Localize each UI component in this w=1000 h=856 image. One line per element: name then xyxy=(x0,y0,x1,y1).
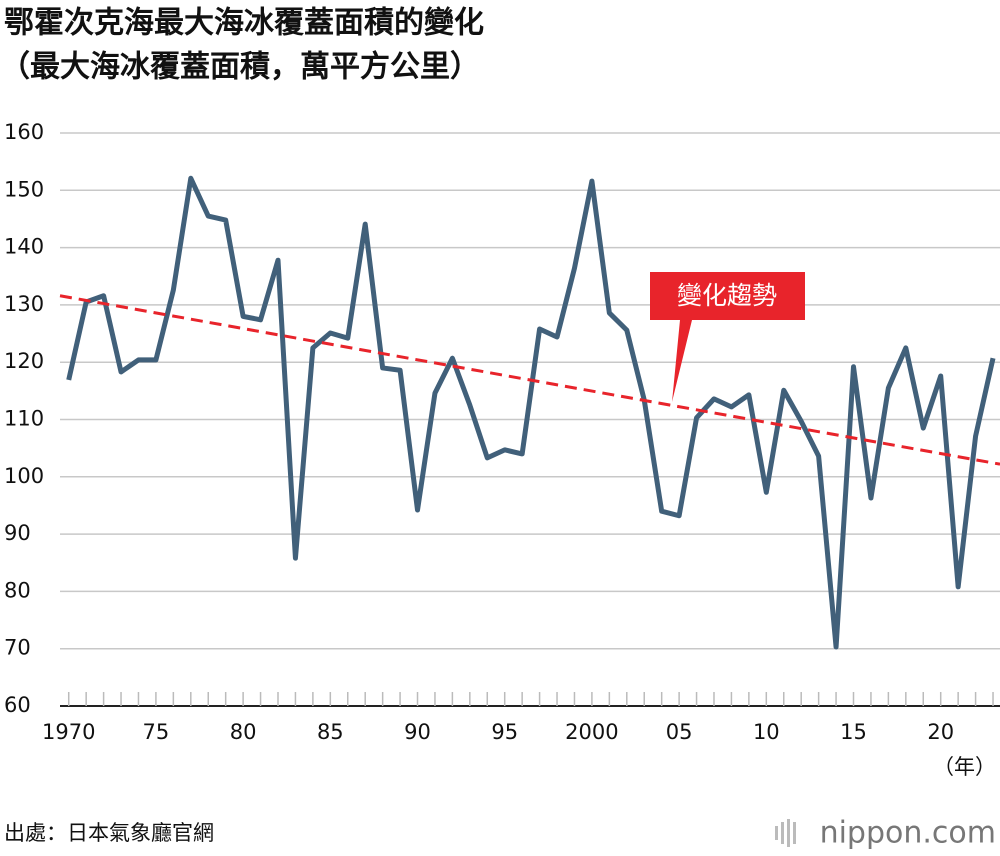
y-tick-label: 150 xyxy=(4,177,44,201)
logo-icon xyxy=(775,819,796,847)
x-tick-label: 1970 xyxy=(42,720,95,744)
y-tick-label: 160 xyxy=(4,120,44,144)
logo: nippon.com xyxy=(820,816,996,851)
y-tick-label: 130 xyxy=(4,292,44,316)
y-tick-label: 60 xyxy=(4,693,31,717)
chart-subtitle: （最大海冰覆蓋面積，萬平方公里） xyxy=(0,50,480,85)
y-tick-label: 110 xyxy=(4,407,44,431)
x-tick-label: 10 xyxy=(753,720,780,744)
x-tick-label: 05 xyxy=(666,720,693,744)
y-tick-label: 140 xyxy=(4,235,44,259)
source: 出處：日本氣象廳官網 xyxy=(4,821,214,845)
x-unit: （年） xyxy=(933,755,996,779)
y-tick-label: 100 xyxy=(4,464,44,488)
y-tick-label: 120 xyxy=(4,349,44,373)
annotation-label: 變化趨勢 xyxy=(677,281,777,310)
data-line xyxy=(66,175,996,650)
x-tick-label: 85 xyxy=(317,720,344,744)
trend-line xyxy=(59,294,1000,466)
x-tick-label: 20 xyxy=(927,720,954,744)
x-tick-label: 95 xyxy=(491,720,518,744)
y-tick-label: 70 xyxy=(4,636,31,660)
y-tick-label: 90 xyxy=(4,521,31,545)
x-tick-label: 90 xyxy=(404,720,431,744)
x-tick-label: 2000 xyxy=(565,720,618,744)
x-tick-label: 75 xyxy=(143,720,170,744)
annotation-box xyxy=(650,272,805,402)
y-tick-label: 80 xyxy=(4,578,31,602)
x-tick-label: 80 xyxy=(230,720,257,744)
chart-title: 鄂霍次克海最大海冰覆蓋面積的變化 xyxy=(4,6,484,41)
x-tick-label: 15 xyxy=(840,720,867,744)
